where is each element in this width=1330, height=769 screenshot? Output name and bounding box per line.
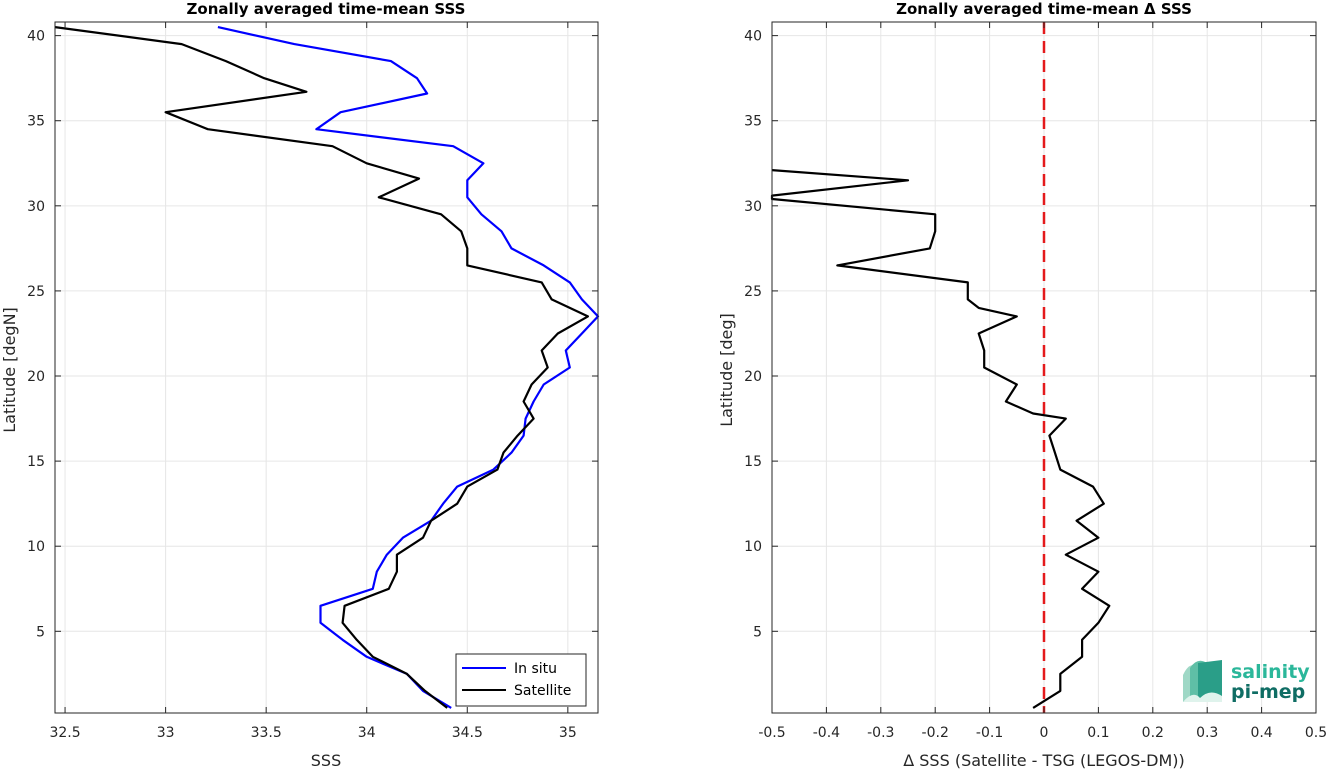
series-left — [54, 26, 600, 709]
y-tick-label: 5 — [753, 624, 762, 640]
x-tick-label: 35 — [559, 725, 577, 741]
legend-label-satellite: Satellite — [514, 683, 571, 699]
y-tick-label: 20 — [744, 369, 762, 385]
x-tick-label: 0.5 — [1305, 725, 1327, 741]
y-tick-label: 15 — [27, 454, 45, 470]
legend-box — [455, 653, 587, 707]
y-tick-label: 35 — [27, 114, 45, 130]
chart-title-right: Zonally averaged time-mean Δ SSS — [896, 0, 1192, 18]
wave-logo-icon — [1183, 660, 1222, 702]
legend-label-in-situ: In situ — [514, 661, 557, 677]
y-tick-label: 10 — [744, 539, 762, 555]
y-tick-label: 40 — [27, 29, 45, 45]
y-tick-label: 25 — [27, 284, 45, 300]
x-tick-label: -0.1 — [976, 725, 1003, 741]
series-line-satellite — [54, 26, 590, 709]
legend: In situ Satellite — [455, 653, 587, 707]
x-tick-label: 0.4 — [1250, 725, 1272, 741]
x-tick-label: 0.2 — [1142, 725, 1164, 741]
y-tick-label: 35 — [744, 114, 762, 130]
y-axis-label-left: Latitude [degN] — [0, 307, 19, 433]
ticks-left: 32.5 33 33.5 34 34.5 35 5 10 15 20 25 30 35 40 — [27, 22, 598, 741]
x-tick-label: -0.4 — [813, 725, 840, 741]
y-axis-label-right: Latitude [deg] — [717, 313, 736, 427]
y-tick-label: 5 — [36, 624, 45, 640]
chart-title-left: Zonally averaged time-mean SSS — [187, 0, 466, 18]
x-tick-label: -0.5 — [758, 725, 785, 741]
x-tick-label: 0.3 — [1196, 725, 1218, 741]
x-tick-label: 33.5 — [251, 725, 282, 741]
axes-frame-left — [54, 21, 599, 714]
x-tick-label: 32.5 — [49, 725, 80, 741]
ticks-right: -0.5 -0.4 -0.3 -0.2 -0.1 0 0.1 0.2 0.3 0.4 0.5 5 10 1… — [744, 22, 1327, 741]
x-tick-label: 0 — [1040, 725, 1049, 741]
x-axis-label-left: SSS — [311, 751, 341, 769]
y-tick-label: 15 — [744, 454, 762, 470]
y-tick-label: 40 — [744, 29, 762, 45]
delta-sss-panel: -0.5 -0.4 -0.3 -0.2 -0.1 0 0.1 0.2 0.3 0.4 0.5 5 10 1… — [717, 0, 1327, 769]
x-tick-label: 33 — [157, 725, 175, 741]
x-tick-label: 34 — [358, 725, 376, 741]
x-tick-label: 34.5 — [452, 725, 483, 741]
salinity-pi-mep-logo: salinity pi-mep — [1183, 660, 1310, 703]
y-tick-label: 30 — [744, 199, 762, 215]
y-tick-label: 25 — [744, 284, 762, 300]
grid-left — [55, 22, 598, 713]
series-line-in-situ — [217, 26, 600, 709]
y-tick-label: 10 — [27, 539, 45, 555]
x-axis-label-right: Δ SSS (Satellite - TSG (LEGOS-DM)) — [903, 751, 1185, 769]
y-tick-label: 30 — [27, 199, 45, 215]
x-tick-label: -0.3 — [867, 725, 894, 741]
x-tick-label: -0.2 — [922, 725, 949, 741]
y-tick-label: 20 — [27, 369, 45, 385]
sss-profile-panel: 32.5 33 33.5 34 34.5 35 5 10 15 20 25 30 35 40 Zonall… — [0, 0, 600, 769]
logo-text-pimep: pi-mep — [1231, 681, 1305, 703]
logo-text-salinity: salinity — [1231, 661, 1310, 683]
x-tick-label: 0.1 — [1087, 725, 1109, 741]
series-line-delta-sss — [770, 169, 1111, 709]
series-right — [770, 22, 1111, 713]
